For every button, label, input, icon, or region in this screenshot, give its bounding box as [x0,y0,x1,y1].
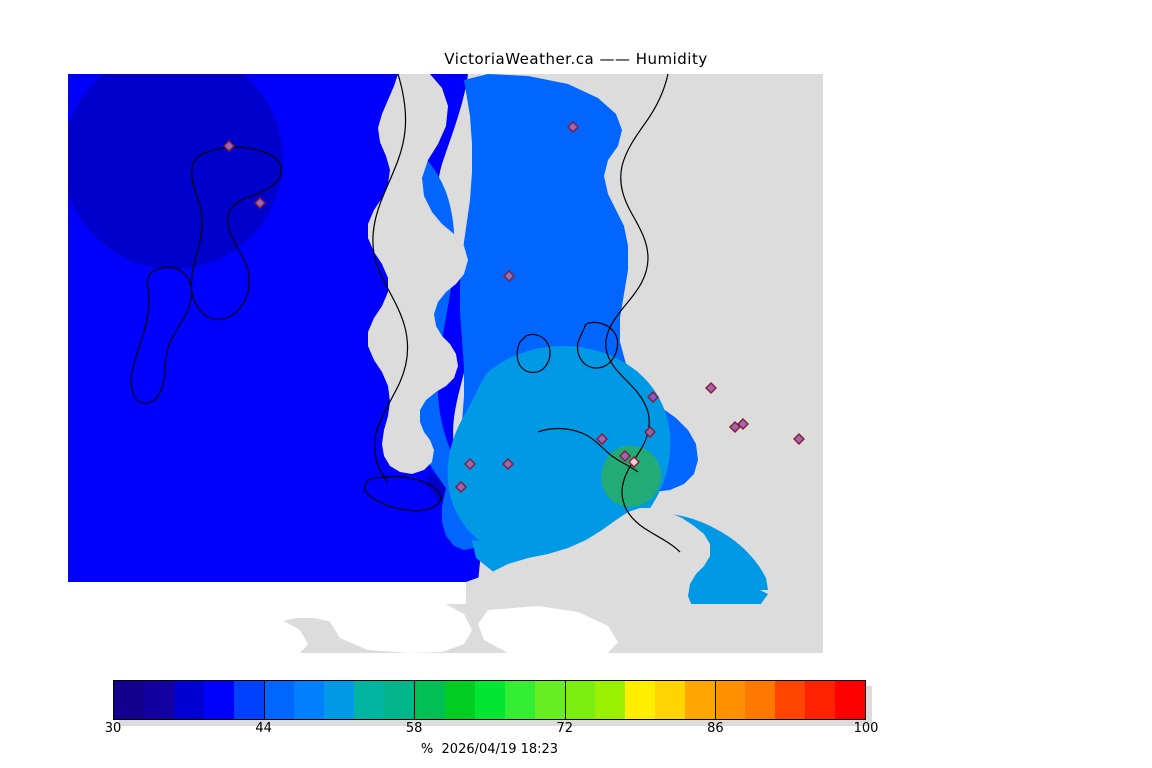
station-marker[interactable] [455,481,467,493]
colorbar-segment-19 [684,681,715,719]
colorbar-segment-11 [444,681,475,719]
coastline-harbour [537,427,639,473]
station-marker[interactable] [619,450,631,462]
colorbar-segment-0 [114,681,145,719]
station-marker[interactable] [628,456,640,468]
station-markers[interactable] [223,121,805,493]
coastline-mainland [605,74,681,553]
colorbar-segment-15 [564,681,595,719]
station-marker[interactable] [644,426,656,438]
colorbar-footer: % 2026/04/19 18:23 [420,742,559,757]
coastline-island-small [130,266,193,404]
colorbar-segment-1 [144,681,175,719]
station-marker[interactable] [596,433,608,445]
colorbar-segment-21 [744,681,776,719]
inland-water-lake-b [330,592,472,653]
colorbar-segment-5 [264,681,295,719]
station-marker[interactable] [737,418,749,430]
inland-water-lake-c [478,606,618,653]
colorbar-segment-22 [775,681,806,719]
colorbar-segment-10 [414,681,445,719]
page-title: VictoriaWeather.ca —— Humidity [444,50,708,68]
colorbar-label-58: 58 [405,721,423,736]
colorbar-label-30: 30 [104,721,122,736]
station-marker[interactable] [705,382,717,394]
colorbar-segment-7 [324,681,355,719]
colorbar-segment-14 [534,681,565,719]
colorbar-label-86: 86 [707,721,724,736]
coastline-outlines [130,74,681,553]
station-marker[interactable] [567,121,579,133]
weather-map[interactable] [68,74,823,653]
colorbar-segment-4 [234,681,265,719]
colorbar-segment-12 [474,681,505,719]
colorbar-label-100: 100 [853,721,879,736]
contour-band-mid [447,346,671,563]
colorbar-segment-16 [594,681,625,719]
colorbar[interactable]: 30 44 58 72 86 100 % 2026/04/19 18:23 [105,680,879,757]
colorbar-segment-17 [624,681,655,719]
colorbar-segment-9 [384,681,415,719]
colorbar-segment-8 [354,681,385,719]
station-marker[interactable] [502,458,514,470]
station-marker[interactable] [503,270,515,282]
colorbar-tick-labels: 30 44 58 72 86 100 [105,721,879,743]
colorbar-label-72: 72 [556,721,574,736]
station-marker[interactable] [729,421,741,433]
station-marker[interactable] [647,391,659,403]
coastline-island-nw [190,146,282,321]
coastline-spit-sw [363,475,442,512]
colorbar-segment-23 [805,681,836,719]
colorbar-segment-20 [714,681,745,719]
inland-water-lake-a [128,606,308,653]
colorbar-segment-24 [835,681,866,719]
coastline-island-east [576,321,619,369]
colorbar-bar[interactable] [113,680,866,720]
colorbar-segment-6 [294,681,325,719]
colorbar-segment-18 [654,681,685,719]
contour-band-lowest [68,74,283,269]
station-marker[interactable] [464,458,476,470]
station-marker[interactable] [254,197,266,209]
station-marker[interactable] [793,433,805,445]
colorbar-segment-2 [174,681,205,719]
colorbar-label-44: 44 [255,721,272,736]
station-marker[interactable] [223,140,235,152]
map-canvas[interactable] [68,74,823,653]
land-overlay [68,74,823,653]
coastline-island-mid [516,333,551,374]
colorbar-segment-3 [204,681,235,719]
coastline-peninsula [372,74,409,483]
contour-band-green [601,445,662,507]
land-north-right [668,74,823,394]
colorbar-segment-13 [504,681,535,719]
